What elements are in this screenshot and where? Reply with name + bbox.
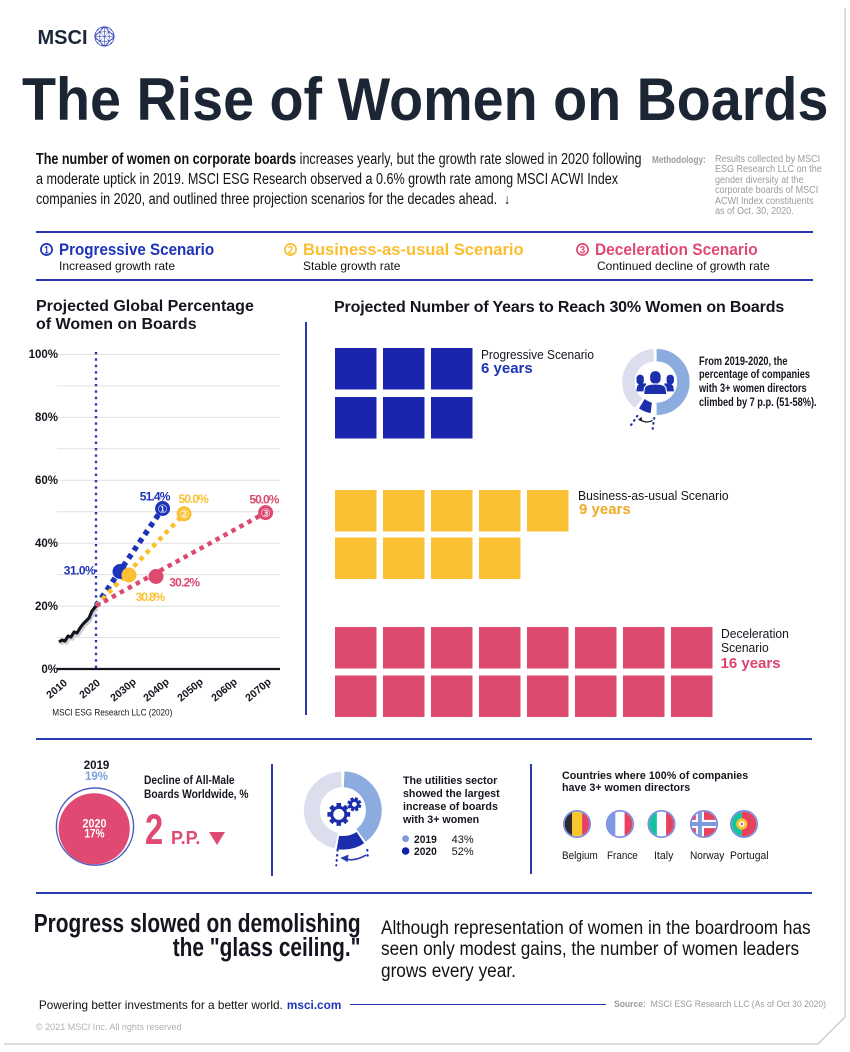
svg-text:2020: 2020	[83, 816, 107, 830]
svg-text:51.4%: 51.4%	[140, 490, 171, 504]
svg-text:2070p: 2070p	[243, 676, 274, 704]
svg-text:100%: 100%	[29, 349, 58, 361]
svg-text:2050p: 2050p	[175, 676, 206, 704]
svg-text:1: 1	[44, 245, 49, 257]
svg-text:30.2%: 30.2%	[169, 576, 200, 590]
svg-text:50.0%: 50.0%	[249, 493, 279, 507]
svg-text:MSCI ESG Research LLC (2020): MSCI ESG Research LLC (2020)	[52, 707, 172, 717]
svg-text:40%: 40%	[35, 538, 58, 550]
svg-text:0%: 0%	[41, 664, 58, 676]
svg-text:2: 2	[287, 245, 293, 257]
svg-text:2040p: 2040p	[141, 676, 172, 704]
svg-text:2010: 2010	[44, 677, 70, 701]
svg-text:31.0%: 31.0%	[64, 564, 96, 578]
svg-text:①: ①	[157, 504, 167, 516]
svg-text:17%: 17%	[85, 826, 105, 840]
svg-text:60%: 60%	[35, 475, 58, 487]
svg-text:②: ②	[179, 509, 189, 521]
svg-text:30.8%: 30.8%	[136, 590, 166, 604]
svg-text:2030p: 2030p	[108, 676, 139, 704]
svg-text:2020: 2020	[77, 677, 103, 701]
svg-text:50.0%: 50.0%	[179, 492, 210, 506]
svg-text:2060p: 2060p	[209, 676, 240, 704]
svg-text:20%: 20%	[35, 601, 58, 613]
svg-text:③: ③	[260, 508, 270, 520]
svg-text:3: 3	[580, 245, 586, 257]
svg-text:80%: 80%	[35, 412, 58, 424]
